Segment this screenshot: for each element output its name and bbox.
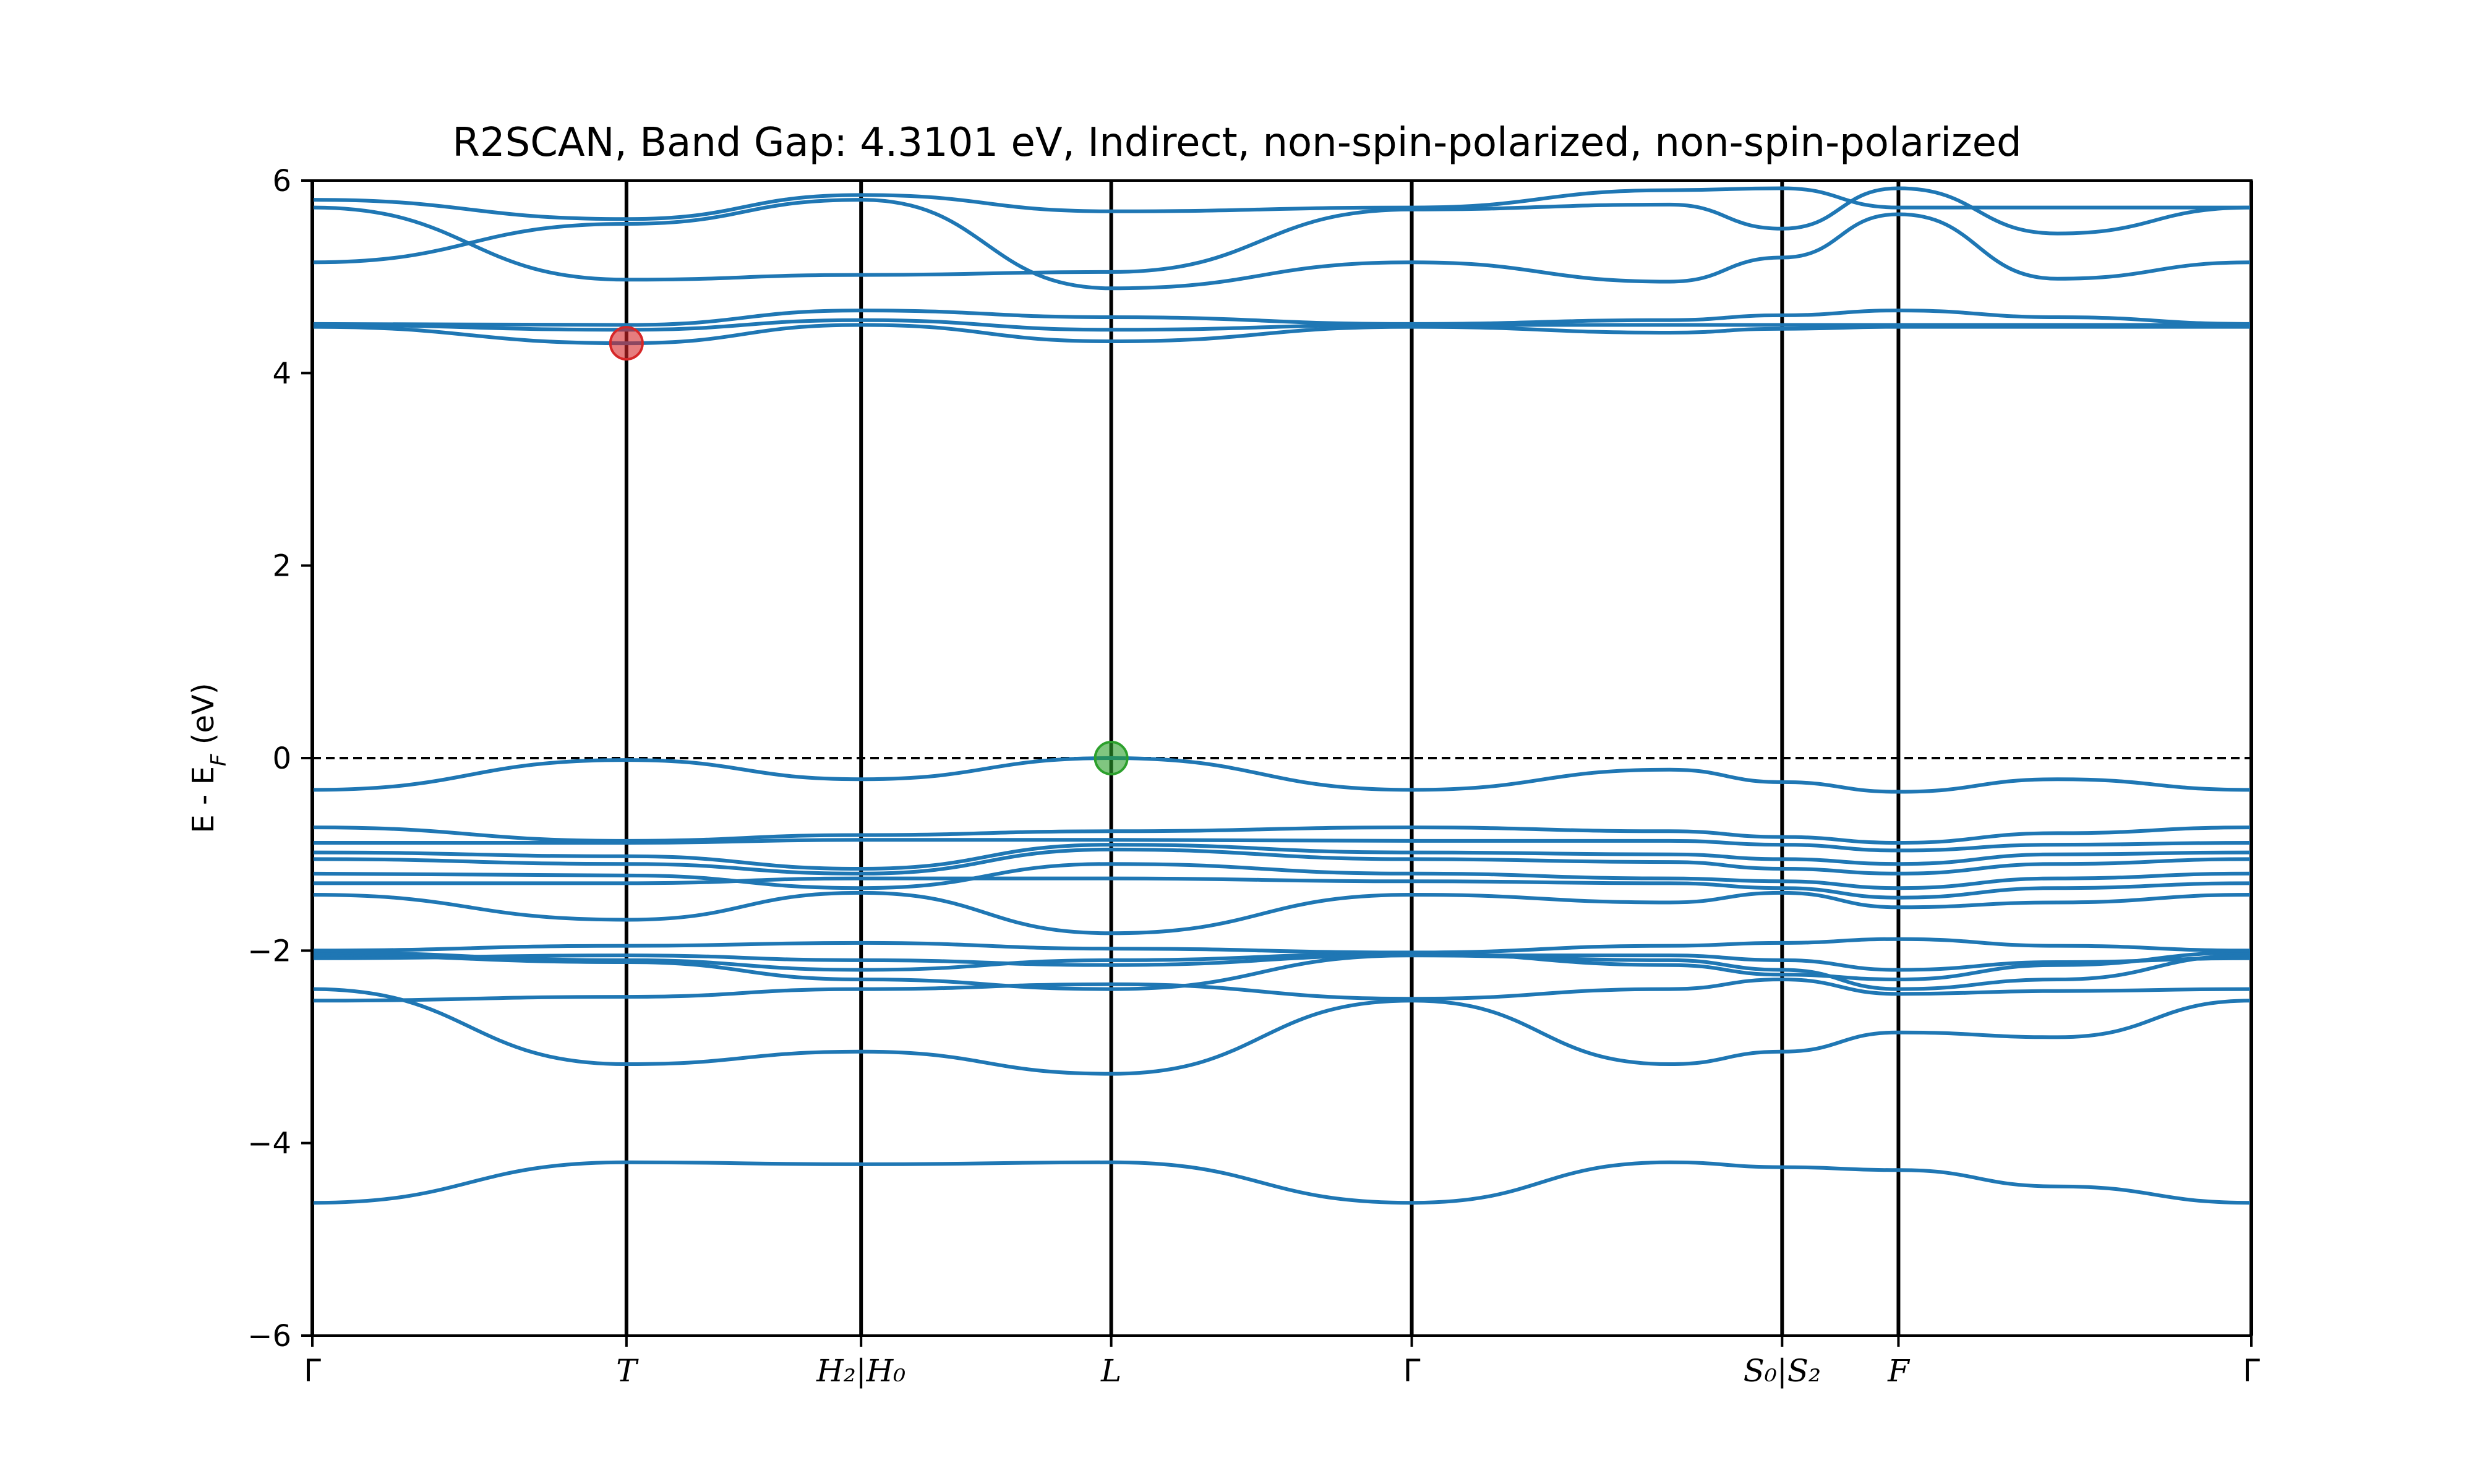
band-line-2 xyxy=(312,978,2251,1003)
band-line-17 xyxy=(312,309,2251,327)
band-line-11 xyxy=(312,843,2251,871)
vbm-marker xyxy=(1094,741,1129,775)
kpoint-label-5: S₀|S₂ xyxy=(1744,1353,1821,1389)
band-line-12 xyxy=(312,838,2251,853)
band-edge-markers xyxy=(609,326,1129,775)
cbm-marker xyxy=(609,326,644,361)
y-axis-label: E - EF (eV) xyxy=(186,683,231,833)
band-line-5 xyxy=(312,937,2251,955)
y-axis-label-text: E - EF (eV) xyxy=(186,683,231,833)
y-tick-label-2: −2 xyxy=(247,934,291,968)
band-line-1 xyxy=(312,987,2251,1076)
band-line-7 xyxy=(312,890,2251,936)
y-tick-label-6: 6 xyxy=(272,164,291,198)
band-line-10 xyxy=(312,847,2251,876)
band-line-15 xyxy=(312,323,2251,346)
band-line-14 xyxy=(312,756,2251,794)
band-line-18 xyxy=(312,198,2251,291)
kpoint-label-0: Γ xyxy=(304,1353,321,1389)
y-tick-label-1: −4 xyxy=(247,1127,291,1161)
bands xyxy=(312,186,2251,1205)
kpoint-label-2: H₂|H₀ xyxy=(816,1353,905,1389)
band-line-20 xyxy=(312,186,2251,221)
kpoint-label-6: F xyxy=(1887,1353,1911,1389)
chart-title: R2SCAN, Band Gap: 4.3101 eV, Indirect, n… xyxy=(452,120,2021,166)
band-line-0 xyxy=(312,1160,2251,1205)
y-tick-label-3: 0 xyxy=(272,741,291,776)
y-tick-label-5: 4 xyxy=(272,356,291,391)
kpoint-label-7: Γ xyxy=(2243,1353,2260,1389)
band-line-9 xyxy=(312,862,2251,890)
kpoint-label-1: T xyxy=(616,1353,639,1389)
y-tick-label-0: −6 xyxy=(247,1319,291,1354)
kpoint-label-4: Γ xyxy=(1403,1353,1421,1389)
band-line-6 xyxy=(312,953,2251,972)
y-tick-label-4: 2 xyxy=(272,549,291,584)
band-line-8 xyxy=(312,876,2251,900)
band-line-19 xyxy=(312,186,2251,282)
axes: −6 −4 −2 0 2 4 6 Γ T H₂|H₀ L Γ S₀|S₂ F Γ xyxy=(247,164,2260,1389)
band-line-13 xyxy=(312,825,2251,845)
kpath-lines xyxy=(310,181,2253,1336)
kpoint-label-3: L xyxy=(1100,1353,1121,1389)
